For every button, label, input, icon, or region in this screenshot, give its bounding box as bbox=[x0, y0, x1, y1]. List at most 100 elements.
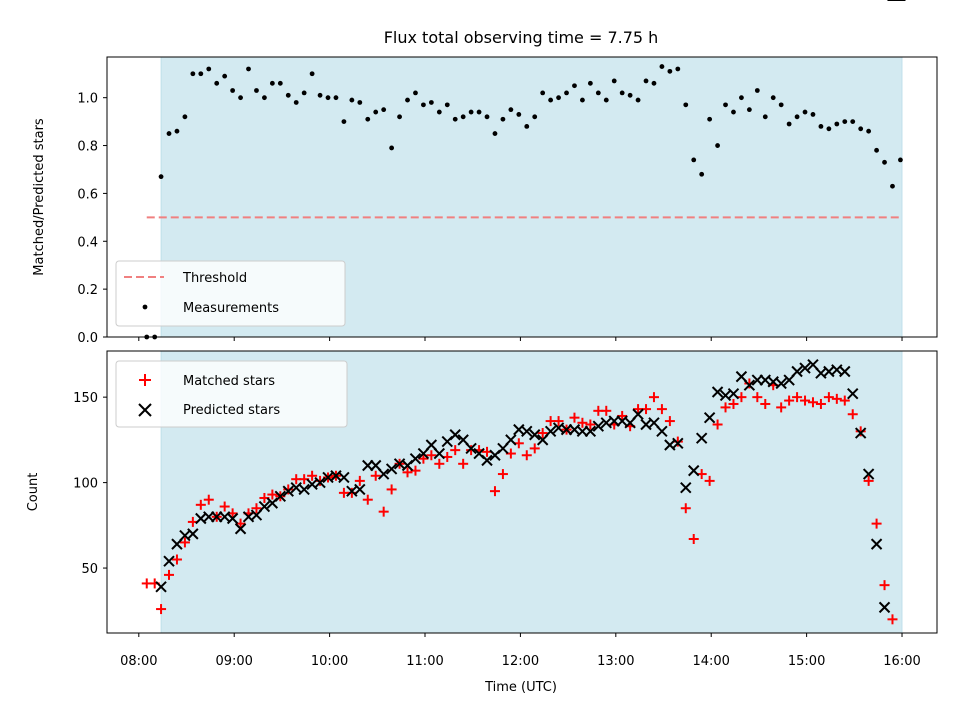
measurement-point bbox=[214, 80, 220, 86]
measurement-point bbox=[381, 107, 387, 113]
measurement-point bbox=[413, 90, 418, 96]
measurement-point bbox=[603, 97, 609, 103]
predicted-star-point bbox=[656, 425, 668, 438]
measurement-point bbox=[357, 100, 363, 105]
predicted-star-point bbox=[672, 437, 684, 449]
predicted-star-point bbox=[544, 425, 557, 438]
measurement-point bbox=[556, 95, 561, 101]
y-tick-label: 0.4 bbox=[77, 235, 98, 250]
y-tick-label: 0.6 bbox=[77, 187, 98, 202]
matched-star-point bbox=[219, 501, 230, 512]
legend-matched-label: Matched stars bbox=[183, 374, 275, 389]
x-tick-label: 15:00 bbox=[788, 654, 825, 669]
measurement-point bbox=[874, 147, 879, 153]
legend-matched-swatch bbox=[139, 374, 151, 386]
measurement-point bbox=[866, 128, 872, 134]
predicted-star-point bbox=[449, 429, 461, 441]
predicted-star-point bbox=[878, 601, 891, 614]
matched-star-point bbox=[871, 518, 882, 529]
measurement-point bbox=[850, 119, 856, 125]
matched-star-point bbox=[307, 470, 318, 481]
measurement-point bbox=[723, 102, 728, 108]
matched-star-point bbox=[283, 484, 294, 495]
measurement-point bbox=[587, 80, 593, 86]
measurement-point bbox=[277, 80, 283, 86]
matched-star-point bbox=[195, 499, 206, 510]
count-legend-box bbox=[115, 360, 348, 428]
matched-star-point bbox=[807, 397, 818, 408]
predicted-star-point bbox=[314, 476, 326, 489]
measurement-point bbox=[842, 119, 848, 125]
count-panel: 50 100 150 08:00 09:00 10:00 11:00 12:00 13:00 1… bbox=[26, 0, 938, 695]
measurement-point bbox=[762, 114, 768, 120]
measurement-point bbox=[516, 112, 522, 117]
predicted-star-point bbox=[433, 447, 446, 460]
x-tick-label: 08:00 bbox=[120, 654, 157, 669]
ratio-y-axis-label: Matched/Predicted stars bbox=[32, 118, 47, 276]
measurement-point bbox=[309, 71, 315, 77]
measurement-point bbox=[333, 95, 339, 101]
predicted-star-point bbox=[226, 512, 239, 525]
legend-predicted-swatch bbox=[138, 403, 152, 417]
measurement-point bbox=[564, 90, 569, 96]
predicted-star-point bbox=[529, 429, 541, 441]
measurement-point bbox=[818, 124, 824, 129]
predicted-star-point bbox=[703, 411, 716, 424]
matched-star-point bbox=[823, 392, 834, 403]
predicted-star-point bbox=[465, 442, 477, 455]
measurement-point bbox=[349, 97, 355, 103]
x-tick-label: 12:00 bbox=[502, 654, 539, 669]
measurements-series bbox=[144, 64, 903, 340]
measurement-point bbox=[206, 66, 212, 72]
matched-star-point bbox=[648, 392, 659, 403]
matched-star-point bbox=[720, 402, 731, 413]
count-y-axis-label: Count bbox=[26, 473, 41, 512]
y-tick-label: 1.0 bbox=[77, 92, 98, 107]
measurement-point bbox=[786, 121, 792, 127]
measurement-point bbox=[182, 114, 188, 120]
ratio-legend-box bbox=[115, 260, 346, 327]
predicted-star-point bbox=[775, 377, 787, 390]
matched-star-point bbox=[688, 534, 699, 544]
predicted-star-point bbox=[234, 523, 247, 535]
x-tick-label: 09:00 bbox=[215, 654, 252, 669]
time-x-axis: 08:00 09:00 10:00 11:00 12:00 13:00 14:00 15:00… bbox=[120, 633, 921, 669]
measurement-point bbox=[643, 78, 649, 84]
measurement-point bbox=[659, 64, 665, 69]
measurement-point bbox=[699, 171, 705, 177]
matched-star-point bbox=[370, 470, 381, 481]
measurement-point bbox=[198, 71, 204, 77]
measurement-point bbox=[421, 102, 426, 108]
measurement-point bbox=[301, 90, 307, 96]
measurement-point bbox=[810, 112, 816, 117]
measurement-point bbox=[882, 159, 887, 165]
measurement-point bbox=[468, 109, 474, 115]
measurement-point bbox=[540, 90, 546, 96]
measurement-point bbox=[397, 114, 402, 120]
predicted-star-point bbox=[187, 528, 199, 540]
predicted-star-point bbox=[632, 408, 644, 420]
legend-measurements-label: Measurements bbox=[183, 301, 279, 316]
measurement-point bbox=[293, 100, 299, 105]
matched-star-point bbox=[728, 398, 739, 409]
matched-star-point bbox=[887, 614, 898, 625]
matched-star-point bbox=[680, 503, 691, 514]
matched-star-point bbox=[704, 475, 715, 486]
ratio-panel: 0.0 0.2 0.4 0.6 0.8 1.0 Matched/Predicted sta… bbox=[32, 56, 938, 346]
predicted-star-point bbox=[481, 454, 493, 467]
measurement-point bbox=[500, 116, 506, 122]
legend-measurements-swatch bbox=[142, 304, 148, 310]
measurement-point bbox=[627, 92, 633, 98]
measurement-point bbox=[572, 83, 577, 89]
measurement-point bbox=[389, 145, 395, 151]
ratio-y-axis: 0.0 0.2 0.4 0.6 0.8 1.0 bbox=[77, 92, 107, 346]
predicted-star-point bbox=[680, 482, 692, 494]
matched-star-point bbox=[784, 395, 795, 406]
predicted-star-point bbox=[584, 425, 597, 438]
matched-star-point bbox=[839, 395, 850, 406]
predicted-star-point bbox=[854, 427, 867, 439]
measurement-point bbox=[269, 80, 275, 86]
measurement-point bbox=[341, 119, 347, 125]
measurement-point bbox=[683, 102, 689, 108]
predicted-star-point bbox=[799, 362, 811, 374]
